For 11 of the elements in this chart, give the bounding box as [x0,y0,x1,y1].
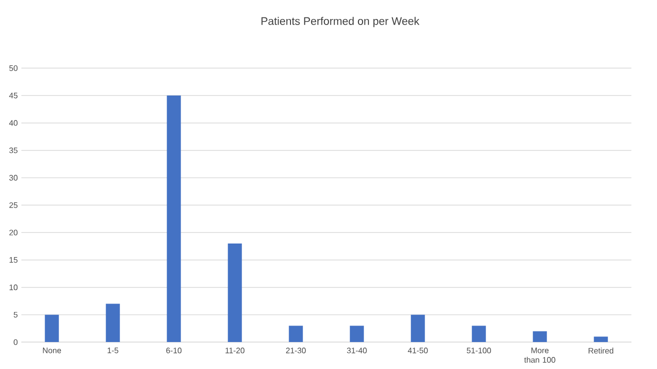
bar [228,244,242,342]
bar [410,314,425,342]
chart-title: Patients Performed on per Week [262,16,420,28]
bar [166,96,181,342]
bar [594,336,608,342]
bar [532,331,547,342]
bar [288,326,303,342]
bar [106,304,120,342]
bar [44,314,59,342]
bar [350,326,364,342]
bar [472,326,486,342]
